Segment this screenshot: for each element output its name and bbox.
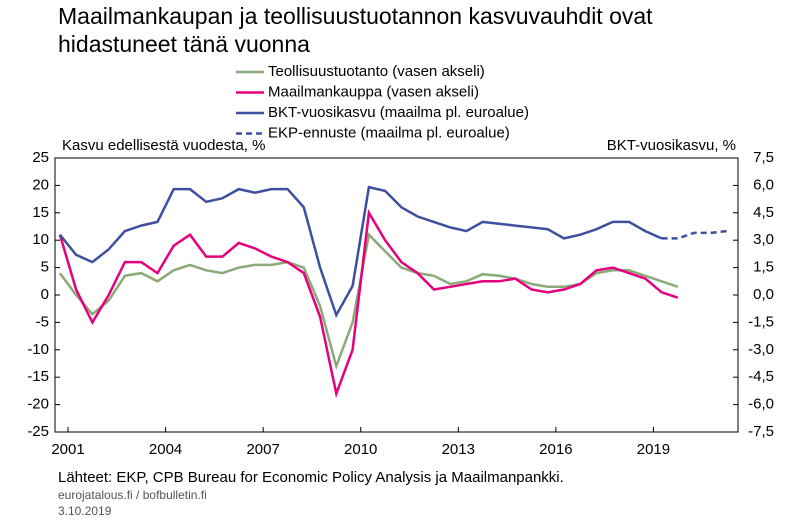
y-tick-label: 10 (32, 231, 49, 248)
y-tick-label: -20 (27, 396, 49, 413)
y-tick-label: -15 (27, 368, 49, 385)
y-tick-label: -5 (36, 313, 49, 330)
y2-tick-label: -3,0 (748, 341, 774, 358)
site: eurojatalous.fi / bofbulletin.fi (58, 488, 207, 502)
y2-tick-label: 4,5 (753, 204, 774, 221)
y2-tick-label: -1,5 (748, 313, 774, 330)
chart-title: Maailmankaupan ja teollisuustuotannon ka… (58, 3, 653, 57)
series-line (58, 232, 679, 371)
y-tick-label: 20 (32, 176, 49, 193)
y2-tick-label: 3,0 (753, 231, 774, 248)
x-tick-label: 2019 (637, 441, 670, 458)
series-line (58, 208, 679, 399)
x-tick-label: 2001 (51, 441, 84, 458)
y-axis-label: Kasvu edellisestä vuodesta, % (62, 137, 265, 154)
y2-tick-label: -6,0 (748, 396, 774, 413)
y2-tick-label: 6,0 (753, 176, 774, 193)
y2-tick-label: -7,5 (748, 423, 774, 440)
y-tick-label: 15 (32, 204, 49, 221)
y-tick-label: -25 (27, 423, 49, 440)
y-tick-label: 25 (32, 149, 49, 166)
series-line (661, 229, 727, 240)
x-tick-label: 2010 (344, 441, 377, 458)
y2-tick-label: -4,5 (748, 368, 774, 385)
y2-tick-label: 7,5 (753, 149, 774, 166)
y-tick-label: 5 (41, 259, 49, 276)
series-line (58, 185, 663, 319)
x-tick-label: 2007 (246, 441, 279, 458)
legend-label: BKT-vuosikasvu (maailma pl. euroalue) (268, 104, 529, 121)
legend-label: Teollisuustuotanto (vasen akseli) (268, 63, 485, 80)
date: 3.10.2019 (58, 504, 112, 518)
legend-label: Maailmankauppa (vasen akseli) (268, 83, 479, 100)
plot-frame (54, 157, 739, 433)
source: Lähteet: EKP, CPB Bureau for Economic Po… (58, 469, 564, 486)
x-tick-label: 2013 (442, 441, 475, 458)
y-tick-label: -10 (27, 341, 49, 358)
legend-label: EKP-ennuste (maailma pl. euroalue) (268, 124, 510, 141)
x-tick-label: 2004 (149, 441, 182, 458)
y2-axis-label: BKT-vuosikasvu, % (607, 137, 736, 154)
x-tick-label: 2016 (539, 441, 572, 458)
y2-tick-label: 1,5 (753, 259, 774, 276)
y2-tick-label: 0,0 (753, 286, 774, 303)
y-tick-label: 0 (41, 286, 49, 303)
